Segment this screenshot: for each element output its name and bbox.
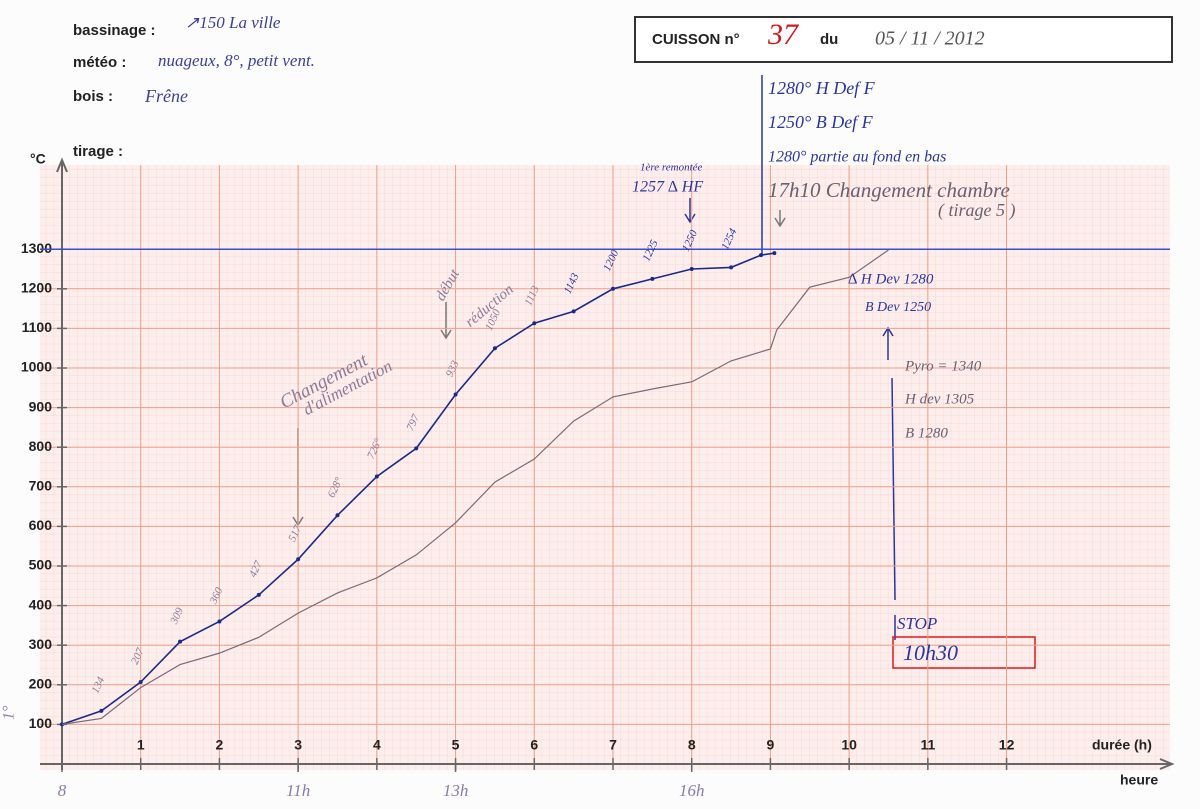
hand-marks bbox=[684, 75, 896, 640]
x-tick-label: 4 bbox=[373, 737, 381, 753]
y-axis-arrow bbox=[56, 157, 68, 173]
x2-tick-label: 8 bbox=[58, 781, 67, 800]
series-line bbox=[61, 252, 775, 726]
header: bassinage : ↗150 La ville météo : nuageu… bbox=[73, 13, 315, 160]
title-date: 05 / 11 / 2012 bbox=[875, 28, 985, 50]
x-tick-label: 12 bbox=[999, 737, 1015, 753]
series-line bbox=[61, 249, 889, 725]
point bbox=[453, 392, 458, 397]
annotation: 1257 ∆ HF bbox=[632, 179, 703, 196]
title-du: du bbox=[820, 31, 838, 48]
label: bois : bbox=[73, 88, 113, 105]
point bbox=[256, 592, 261, 597]
point bbox=[335, 513, 340, 518]
point bbox=[414, 446, 419, 451]
x2-tick-label: 16h bbox=[679, 781, 705, 800]
title-label: CUISSON n° bbox=[652, 31, 740, 48]
x-tick-label: 8 bbox=[688, 737, 696, 753]
point bbox=[772, 251, 777, 256]
note: Frêne bbox=[144, 86, 188, 106]
point bbox=[178, 639, 183, 644]
y-tick-label: 1300 bbox=[21, 240, 52, 256]
point bbox=[99, 708, 104, 713]
point bbox=[650, 276, 655, 281]
x-tick-label: 10 bbox=[841, 737, 857, 753]
title-number: 37 bbox=[767, 18, 800, 51]
annotation: STOP bbox=[897, 614, 937, 633]
x2-tick-label: 13h bbox=[443, 781, 469, 800]
annotation: ( tirage 5 ) bbox=[938, 200, 1015, 221]
y-tick-label: 300 bbox=[29, 636, 53, 652]
annotation: 10h30 bbox=[903, 640, 958, 665]
graph-paper-grid bbox=[40, 165, 1170, 770]
annotation: 1280° partie au fond en bas bbox=[768, 149, 946, 166]
annotation: 1280° H Def F bbox=[768, 78, 876, 98]
point bbox=[532, 321, 537, 326]
x-tick-label: 3 bbox=[294, 737, 302, 753]
note: ↗150 La ville bbox=[185, 13, 281, 32]
annotation: B Dev 1250 bbox=[865, 300, 931, 315]
point bbox=[492, 346, 497, 351]
x-axis-label: durée (h) bbox=[1092, 737, 1152, 753]
x-tick-label: 2 bbox=[216, 737, 224, 753]
y-tick-label: 1200 bbox=[21, 280, 52, 296]
y-tick-label: 600 bbox=[29, 517, 53, 533]
annotation: 1250° B Def F bbox=[768, 112, 874, 132]
y-tick-label: 1100 bbox=[22, 319, 53, 335]
x-tick-label: 9 bbox=[767, 737, 775, 753]
y-tick-label: 800 bbox=[29, 438, 53, 454]
y-tick-label: 200 bbox=[29, 676, 53, 692]
point bbox=[296, 557, 301, 562]
x-tick-label: 7 bbox=[609, 737, 617, 753]
x-tick-label: 11 bbox=[920, 737, 935, 753]
annotation: H dev 1305 bbox=[904, 391, 975, 407]
point bbox=[374, 474, 379, 479]
y-tick-label: 400 bbox=[29, 596, 53, 612]
point bbox=[138, 680, 143, 685]
x-axis-arrow bbox=[1159, 758, 1175, 770]
annotation: 1° bbox=[1, 705, 18, 720]
x2-axis-label: heure bbox=[1120, 772, 1158, 788]
point bbox=[571, 309, 576, 314]
y-tick-label: 1000 bbox=[21, 359, 52, 375]
y-axis-label: °C bbox=[30, 151, 46, 167]
point bbox=[217, 619, 222, 624]
y-tick-label: 700 bbox=[29, 478, 53, 494]
annotation: Pyro = 1340 bbox=[904, 358, 982, 374]
y-tick-label: 100 bbox=[29, 715, 53, 731]
annotation: B 1280 bbox=[905, 425, 948, 441]
point bbox=[729, 265, 734, 270]
point bbox=[611, 286, 615, 291]
x-tick-label: 6 bbox=[530, 737, 538, 753]
x2-tick-label: 11h bbox=[286, 781, 310, 800]
label: bassinage : bbox=[73, 22, 156, 39]
x-tick-label: 1 bbox=[137, 737, 145, 753]
annotation: ∆ H Dev 1280 bbox=[848, 271, 934, 287]
annotation: 1ère remontée bbox=[640, 162, 703, 174]
title-box bbox=[634, 16, 1173, 63]
label: tirage : bbox=[73, 143, 123, 160]
y-tick-label: 900 bbox=[29, 398, 53, 414]
point bbox=[758, 253, 763, 258]
annotation: 17h10 Changement chambre bbox=[768, 178, 1010, 202]
label: météo : bbox=[73, 54, 126, 71]
x-tick-label: 5 bbox=[452, 737, 460, 753]
point bbox=[689, 267, 694, 271]
note: nuageux, 8°, petit vent. bbox=[158, 51, 315, 70]
y-tick-label: 500 bbox=[29, 557, 53, 573]
stop-box bbox=[892, 636, 1036, 669]
